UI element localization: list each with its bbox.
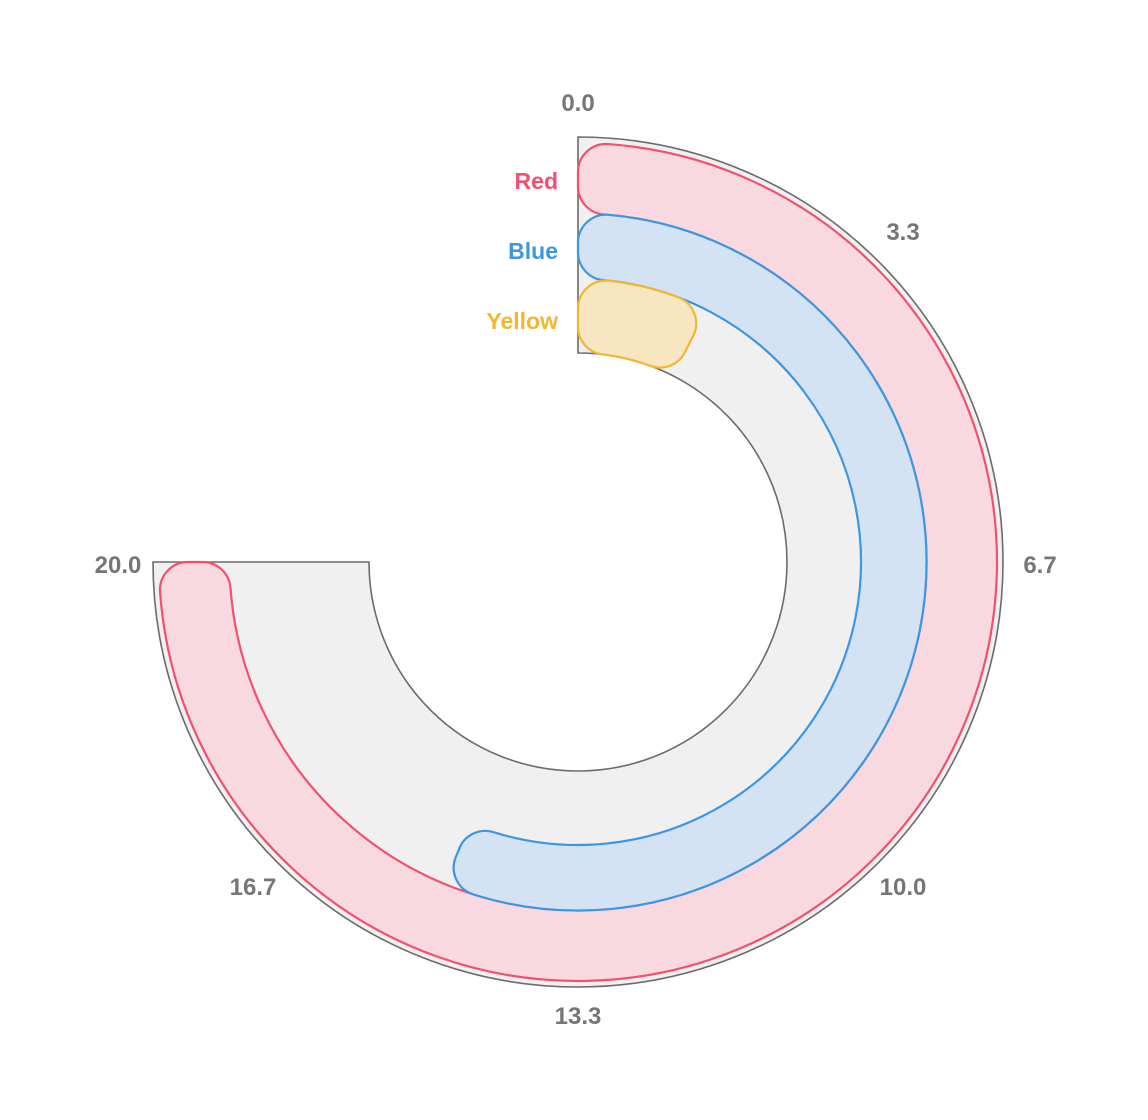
svg-text:20.0: 20.0 xyxy=(95,552,142,579)
svg-text:13.3: 13.3 xyxy=(555,1003,602,1030)
svg-text:Red: Red xyxy=(515,168,558,194)
svg-text:Blue: Blue xyxy=(508,238,558,264)
svg-text:0.0: 0.0 xyxy=(561,90,594,117)
svg-text:10.0: 10.0 xyxy=(880,874,927,901)
svg-text:6.7: 6.7 xyxy=(1023,552,1056,579)
svg-text:Yellow: Yellow xyxy=(486,308,558,334)
svg-text:3.3: 3.3 xyxy=(886,219,919,246)
svg-text:16.7: 16.7 xyxy=(230,874,277,901)
